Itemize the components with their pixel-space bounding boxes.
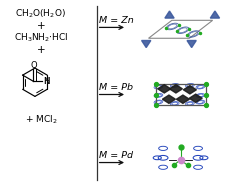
Polygon shape [162,95,175,103]
Polygon shape [169,85,182,93]
Text: M = Zn: M = Zn [99,16,134,25]
Polygon shape [210,11,219,18]
Polygon shape [158,85,171,93]
Text: +: + [36,45,45,54]
Text: CH$_2$O(H$_2$O): CH$_2$O(H$_2$O) [15,8,66,20]
Text: + MCl$_2$: + MCl$_2$ [24,114,57,126]
Text: CH$_3$NH$_2$$\cdot$HCl: CH$_3$NH$_2$$\cdot$HCl [14,32,68,44]
Text: O: O [31,61,37,70]
Polygon shape [183,86,196,94]
Polygon shape [165,11,174,18]
Polygon shape [189,94,202,102]
Text: M = Pb: M = Pb [99,83,133,92]
Text: H: H [43,77,49,86]
Polygon shape [176,95,189,103]
Text: M = Pd: M = Pd [99,151,133,160]
Polygon shape [142,40,151,48]
Bar [156,84,206,105]
Polygon shape [187,40,196,48]
Text: N: N [43,77,49,86]
Text: +: + [36,21,45,31]
